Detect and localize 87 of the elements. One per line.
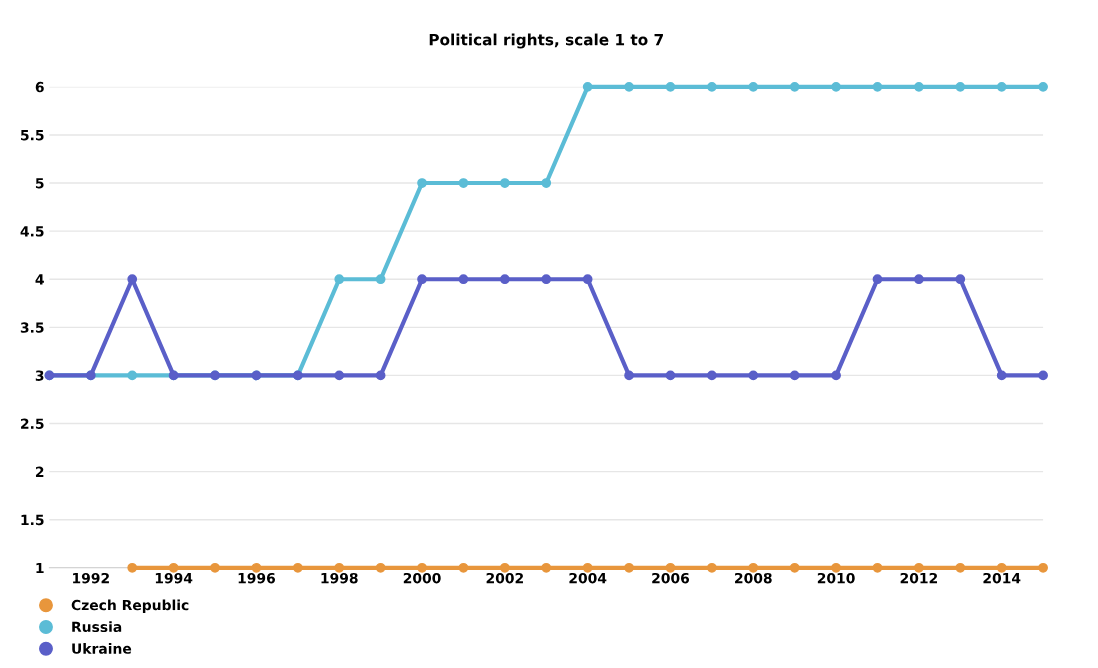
- point: [417, 178, 427, 188]
- point: [541, 178, 552, 188]
- point: [789, 81, 800, 92]
- legend-label: Czech Republic: [71, 599, 189, 613]
- x-tick-label: 2008: [735, 572, 772, 584]
- point: [955, 562, 966, 573]
- point: [499, 562, 510, 573]
- point: [1038, 370, 1048, 381]
- point: [914, 562, 924, 573]
- point: [872, 562, 883, 573]
- x-tick-label: 2010: [817, 572, 855, 584]
- legend-label: Russia: [72, 621, 122, 633]
- point: [707, 562, 717, 573]
- point: [624, 81, 634, 92]
- point: [872, 274, 883, 285]
- point: [831, 562, 841, 573]
- y-tick-label: 2.5: [21, 418, 44, 429]
- point: [499, 178, 510, 188]
- point: [541, 274, 552, 285]
- x-tick-label: 2004: [569, 572, 607, 584]
- point: [996, 370, 1007, 381]
- point: [375, 562, 386, 573]
- point: [334, 562, 345, 573]
- point: [334, 370, 345, 381]
- point: [707, 81, 717, 92]
- point: [665, 370, 676, 381]
- y-tick-label: 5.5: [21, 130, 44, 141]
- point: [831, 81, 841, 92]
- point: [168, 562, 179, 573]
- y-tick-label: 3: [35, 370, 44, 381]
- x-tick-label: 1998: [321, 572, 358, 584]
- point: [914, 274, 924, 285]
- point: [789, 370, 800, 381]
- point: [624, 370, 634, 381]
- point: [582, 562, 593, 573]
- point: [582, 274, 593, 285]
- point: [541, 562, 552, 573]
- point: [624, 562, 634, 573]
- point: [458, 274, 469, 285]
- point: [127, 370, 138, 381]
- point: [748, 562, 759, 573]
- chart-title: Political rights, scale 1 to 7: [429, 33, 663, 49]
- point: [789, 562, 800, 573]
- x-tick-label: 2002: [486, 572, 523, 584]
- point: [417, 274, 427, 285]
- y-tick-label: 4: [35, 274, 44, 285]
- point: [417, 562, 427, 573]
- point: [955, 274, 966, 285]
- y-tick-label: 3.5: [20, 322, 44, 333]
- point: [582, 81, 593, 92]
- point: [996, 81, 1007, 92]
- point: [955, 81, 966, 92]
- point: [707, 370, 717, 381]
- point: [748, 370, 759, 381]
- point: [665, 562, 676, 573]
- point: [831, 370, 841, 381]
- point: [748, 81, 759, 92]
- point: [458, 562, 469, 573]
- x-tick-label: 1992: [73, 572, 109, 584]
- point: [127, 562, 138, 573]
- x-tick-label: 2000: [403, 572, 441, 584]
- x-tick-label: 1994: [155, 572, 193, 584]
- point: [914, 81, 924, 92]
- y-tick-label: 1.5: [21, 514, 44, 526]
- point: [665, 81, 676, 92]
- point: [996, 562, 1007, 573]
- point: [334, 274, 345, 285]
- x-tick-label: 1996: [238, 572, 276, 584]
- point: [1038, 562, 1048, 573]
- point: [375, 274, 386, 285]
- point: [499, 274, 510, 285]
- point: [210, 562, 220, 573]
- point: [375, 370, 386, 381]
- y-tick-label: 6: [35, 81, 44, 93]
- y-tick-label: 1: [36, 562, 44, 574]
- legend-label: Ukraine: [72, 643, 132, 654]
- x-tick-label: 2012: [900, 572, 938, 584]
- y-tick-label: 5: [35, 178, 44, 189]
- point: [292, 562, 303, 573]
- point: [251, 562, 262, 573]
- x-tick-label: 2006: [652, 572, 690, 584]
- y-tick-label: 4.5: [20, 226, 44, 237]
- y-tick-label: 2: [35, 466, 44, 477]
- point: [458, 178, 469, 188]
- x-tick-label: 2014: [983, 572, 1021, 584]
- point: [1038, 81, 1048, 92]
- point: [872, 81, 883, 92]
